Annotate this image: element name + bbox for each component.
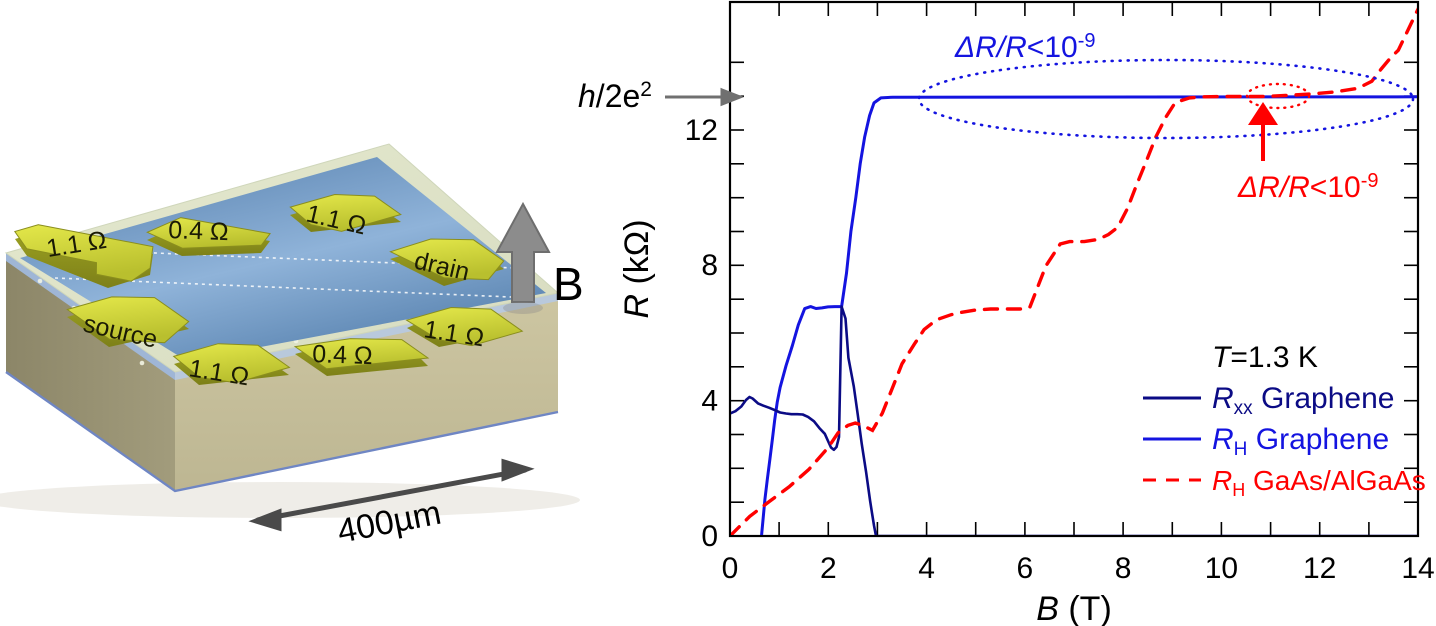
svg-text:0: 0 — [722, 552, 739, 585]
svg-text:T=1.3 K: T=1.3 K — [1212, 341, 1318, 374]
svg-text:Rxx Graphene: Rxx Graphene — [1212, 382, 1394, 419]
svg-text:4: 4 — [918, 552, 935, 585]
svg-text:RH Graphene: RH Graphene — [1212, 423, 1389, 460]
svg-text:B (T): B (T) — [1036, 590, 1112, 626]
svg-text:ΔR/R<10-9: ΔR/R<10-9 — [954, 30, 1095, 64]
svg-text:10: 10 — [1205, 552, 1238, 585]
svg-text:8: 8 — [1115, 552, 1132, 585]
svg-text:14: 14 — [1401, 552, 1434, 585]
svg-text:12: 12 — [685, 114, 718, 147]
svg-text:0: 0 — [701, 520, 718, 553]
svg-text:ΔR/R<10-9: ΔR/R<10-9 — [1237, 170, 1378, 204]
svg-text:RH GaAs/AlGaAs: RH GaAs/AlGaAs — [1212, 465, 1426, 500]
svg-text:8: 8 — [701, 249, 718, 282]
svg-text:R (kΩ): R (kΩ) — [618, 219, 656, 318]
svg-text:2: 2 — [820, 552, 837, 585]
svg-text:12: 12 — [1303, 552, 1336, 585]
svg-text:h/2e2: h/2e2 — [578, 78, 652, 114]
svg-text:6: 6 — [1017, 552, 1034, 585]
svg-text:4: 4 — [701, 385, 718, 418]
